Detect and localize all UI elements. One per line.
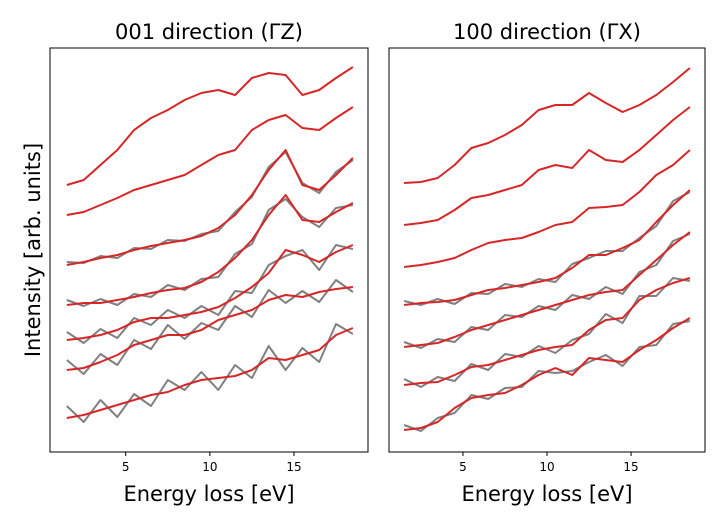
plot-frame: [388, 47, 706, 453]
spectrum-line: [66, 244, 354, 341]
spectrum-line: [66, 327, 354, 419]
spectrum-line: [66, 286, 354, 371]
spectrum-line: [66, 279, 354, 375]
spectrum-line: [403, 189, 691, 306]
spectrum-line: [403, 317, 691, 431]
x-tick-label: 10: [539, 460, 554, 474]
x-axis-label: Energy loss [eV]: [123, 482, 294, 506]
x-tick-label: 5: [459, 460, 467, 474]
spectrum-line: [403, 277, 691, 386]
panel-title: 001 direction (ΓZ): [115, 20, 303, 44]
panel-title: 100 direction (ΓX): [453, 20, 641, 44]
spectrum-line: [66, 198, 354, 307]
spectrum-line: [403, 233, 691, 349]
x-axis-label: Energy loss [eV]: [461, 482, 632, 506]
y-axis-label: Intensity [arb. units]: [21, 143, 45, 357]
spectrum-line: [404, 67, 691, 184]
x-tick-label: 15: [286, 460, 301, 474]
spectrum-line: [66, 66, 354, 186]
x-tick-label: 10: [202, 460, 217, 474]
spectrum-line: [66, 106, 354, 216]
spectrum-line: [66, 149, 354, 266]
spectrum-line: [403, 191, 691, 306]
x-tick-label: 15: [623, 460, 638, 474]
spectrum-line: [66, 323, 354, 423]
x-tick-label: 5: [122, 460, 130, 474]
spectrum-line: [403, 231, 691, 348]
plot-frame: [49, 47, 369, 453]
spectrum-line: [403, 149, 691, 268]
spectrum-line: [66, 194, 354, 306]
spectrum-line: [403, 106, 691, 226]
spectrum-line: [66, 151, 354, 264]
